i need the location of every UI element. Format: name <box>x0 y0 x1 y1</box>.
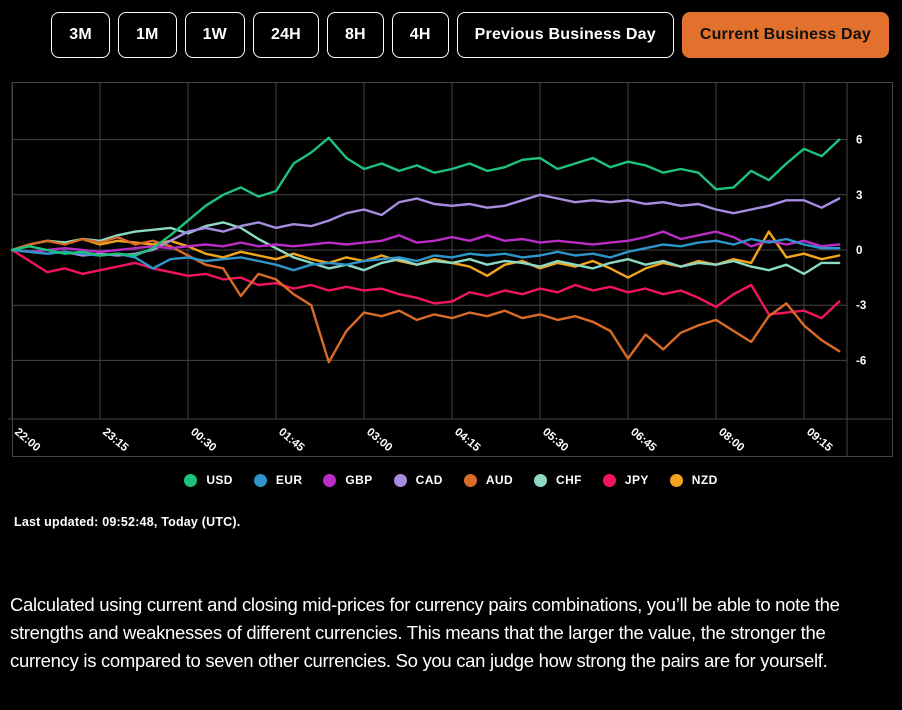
time-range-toolbar: 3M 1M 1W 24H 8H 4H Previous Business Day Curren… <box>0 0 902 58</box>
legend-item-gbp[interactable]: GBP <box>323 473 372 487</box>
legend-label: GBP <box>345 473 373 487</box>
last-updated-text: Last updated: 09:52:48, Today (UTC). <box>14 515 241 529</box>
legend-swatch-eur <box>253 473 267 487</box>
chart-legend: USD EUR GBP CAD AUD CHF JPY NZD <box>0 473 902 487</box>
legend-item-cad[interactable]: CAD <box>393 473 443 487</box>
legend-label: EUR <box>275 473 303 487</box>
x-axis-labels: 22:00 23:15 00:30 01:45 03:00 04:15 05:30 06:45… <box>12 426 835 454</box>
legend-item-nzd[interactable]: NZD <box>669 473 718 487</box>
legend-label: NZD <box>691 473 718 487</box>
x-tick-label: 08:00 <box>716 426 746 454</box>
x-tick-label: 01:45 <box>276 426 307 454</box>
series-line-usd <box>10 136 841 257</box>
series-lines <box>10 136 841 364</box>
legend-item-aud[interactable]: AUD <box>463 473 514 487</box>
range-button-3m[interactable]: 3M <box>51 12 110 58</box>
legend-label: JPY <box>624 473 649 487</box>
y-axis-labels: 6 3 0 -3 -6 <box>856 135 866 368</box>
series-line-gbp <box>10 230 841 254</box>
y-tick-label: -6 <box>856 355 866 367</box>
range-button-24h[interactable]: 24H <box>252 12 319 58</box>
legend-swatch-nzd <box>669 473 683 487</box>
series-line-chf <box>10 221 841 276</box>
y-tick-label: 6 <box>856 135 862 147</box>
legend-item-jpy[interactable]: JPY <box>602 473 649 487</box>
series-line-jpy <box>10 248 841 320</box>
legend-swatch-gbp <box>323 473 337 487</box>
y-tick-label: -3 <box>856 300 866 312</box>
x-tick-label: 00:30 <box>188 426 218 454</box>
legend-item-usd[interactable]: USD <box>184 473 233 487</box>
x-tick-label: 04:15 <box>452 426 483 454</box>
chart-canvas[interactable]: 6 3 0 -3 -6 22:00 23:15 00:30 01:45 03:00 04:15 05:… <box>8 82 893 457</box>
description-text: Calculated using current and closing mid… <box>10 594 840 671</box>
x-tick-label: 09:15 <box>804 426 835 454</box>
range-button-previous-business-day[interactable]: Previous Business Day <box>456 12 674 58</box>
legend-swatch-cad <box>393 473 407 487</box>
series-line-aud <box>10 235 841 364</box>
legend-label: USD <box>206 473 233 487</box>
grid-lines <box>8 82 893 457</box>
range-button-1m[interactable]: 1M <box>117 12 177 58</box>
legend-swatch-jpy <box>602 473 616 487</box>
legend-label: CAD <box>415 473 443 487</box>
y-tick-label: 0 <box>856 245 862 257</box>
legend-label: CHF <box>556 473 582 487</box>
currency-strength-chart: 6 3 0 -3 -6 22:00 23:15 00:30 01:45 03:00 04:15 05:… <box>8 82 894 457</box>
legend-item-chf[interactable]: CHF <box>534 473 582 487</box>
range-button-1w[interactable]: 1W <box>184 12 245 58</box>
range-button-4h[interactable]: 4H <box>391 12 449 58</box>
x-tick-label: 03:00 <box>364 426 394 454</box>
series-line-eur <box>10 237 841 272</box>
legend-item-eur[interactable]: EUR <box>253 473 303 487</box>
x-tick-label: 22:00 <box>12 426 42 454</box>
legend-swatch-aud <box>463 473 477 487</box>
x-tick-label: 05:30 <box>540 426 570 454</box>
y-tick-label: 3 <box>856 190 862 202</box>
legend-swatch-usd <box>184 473 198 487</box>
series-line-cad <box>10 193 841 257</box>
x-tick-label: 06:45 <box>628 426 659 454</box>
range-button-8h[interactable]: 8H <box>326 12 384 58</box>
x-tick-label: 23:15 <box>100 426 131 454</box>
legend-swatch-chf <box>534 473 548 487</box>
legend-label: AUD <box>485 473 514 487</box>
range-button-current-business-day[interactable]: Current Business Day <box>681 12 889 58</box>
